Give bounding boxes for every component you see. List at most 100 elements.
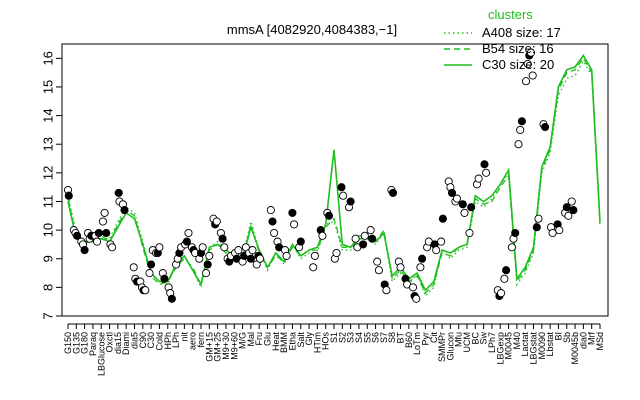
x-tick-label: SMMPr — [437, 332, 447, 362]
legend-entry-label: A408 size: 17 — [482, 25, 561, 40]
x-tick-label: S8 — [387, 332, 397, 343]
x-tick-label: S1 — [329, 332, 339, 343]
data-point — [184, 228, 193, 238]
x-tick-label: LBGlucose — [96, 332, 106, 376]
x-tick-label: G135 — [71, 332, 81, 354]
data-point — [465, 228, 474, 238]
legend-entry-label: B54 size: 16 — [482, 41, 554, 56]
data-point — [64, 191, 73, 200]
data-point — [368, 234, 377, 243]
x-tick-label: LBGexp — [495, 332, 505, 365]
data-point — [266, 206, 275, 215]
y-tick-label: 8 — [41, 284, 56, 291]
data-point — [220, 243, 229, 252]
data-point — [412, 294, 421, 303]
x-tick-label: Oxctl — [105, 332, 115, 353]
data-point — [282, 251, 291, 260]
x-tick-label: LPh7 — [487, 332, 497, 353]
data-point — [360, 231, 369, 240]
x-tick-label: HPh — [163, 332, 173, 350]
data-point — [516, 125, 525, 134]
data-point — [346, 197, 355, 206]
data-point — [255, 254, 265, 263]
y-tick-label: 16 — [41, 51, 56, 65]
x-tick-label: S6 — [371, 332, 381, 343]
x-tick-label: M40 — [512, 332, 522, 350]
data-point — [569, 206, 578, 215]
x-tick-label: S3 — [346, 332, 356, 343]
data-point — [108, 243, 117, 252]
y-axis: 7 8 9 10 11 12 13 14 15 16 — [41, 51, 63, 320]
x-tick-label: M9+30 — [221, 332, 231, 360]
data-point — [480, 160, 489, 169]
y-tick-label: 7 — [41, 312, 56, 319]
data-point — [482, 168, 491, 177]
x-tick-label: HOs — [321, 332, 331, 351]
data-point — [521, 77, 531, 86]
data-point — [507, 243, 516, 252]
data-point — [198, 243, 207, 252]
x-tick-label: Diami — [121, 332, 131, 355]
data-point — [373, 257, 382, 266]
data-point — [408, 283, 418, 292]
data-point — [339, 191, 348, 200]
data-point — [129, 263, 138, 272]
data-point — [167, 294, 176, 303]
x-tick-label: Mrf — [587, 332, 597, 345]
x-tick-label: fern — [196, 332, 206, 348]
x-tick-label: S4 — [354, 332, 364, 343]
x-tick-label: B60 — [404, 332, 414, 348]
data-point — [160, 274, 169, 283]
x-tick-label: Heat — [271, 332, 281, 352]
x-axis: G150G135G180ParaqLBGlucoseOxctldia15Diam… — [63, 323, 605, 376]
data-point — [218, 234, 227, 243]
x-tick-label: Paraq — [88, 332, 98, 356]
x-tick-label: HTim — [312, 332, 322, 353]
data-point — [182, 237, 191, 246]
x-tick-label: M0045b — [570, 332, 580, 365]
data-point — [93, 237, 102, 246]
chart-title: mmsA [4082920,4084383,−1] — [227, 22, 397, 37]
data-point — [534, 214, 543, 223]
data-point — [246, 254, 255, 263]
x-tick-label: S7 — [379, 332, 389, 343]
data-point — [541, 122, 550, 132]
y-tick-label: 13 — [41, 137, 56, 151]
y-tick-label: 14 — [41, 108, 56, 122]
data-point — [564, 211, 573, 220]
data-point — [548, 228, 557, 238]
x-tick-label: M0045 — [504, 332, 514, 360]
y-tick-label: 15 — [41, 80, 56, 94]
data-point — [517, 117, 526, 126]
x-tick-label: aero — [188, 332, 198, 350]
data-point — [318, 231, 327, 240]
data-point — [514, 140, 523, 149]
x-tick-label: Cold — [154, 332, 164, 351]
x-tick-label: BC — [470, 332, 480, 345]
x-tick-label: dia0 — [578, 332, 588, 349]
data-point — [374, 266, 383, 275]
x-tick-label: Mal — [246, 332, 256, 347]
data-point — [141, 286, 150, 295]
data-point — [288, 208, 297, 217]
data-point — [447, 188, 457, 197]
x-tick-label: MSd — [595, 332, 605, 351]
data-point — [268, 217, 277, 226]
data-point — [120, 206, 129, 215]
x-tick-label: G150 — [63, 332, 73, 354]
x-tick-label: M9+60 — [229, 332, 239, 360]
x-tick-label: LBGstat — [529, 332, 539, 365]
y-tick-label: 9 — [41, 255, 56, 262]
x-tick-label: Lbstat — [545, 332, 555, 357]
x-tick-label: Pyr — [420, 332, 430, 346]
data-point — [248, 246, 257, 255]
data-point — [205, 251, 214, 260]
x-tick-label: Lactat — [520, 332, 530, 357]
data-point — [497, 289, 506, 298]
x-tick-label: S5 — [362, 332, 372, 343]
data-point — [203, 260, 212, 269]
data-point — [432, 246, 441, 255]
x-tick-label: Glu — [263, 332, 273, 346]
x-tick-label: Glucon — [445, 332, 455, 361]
